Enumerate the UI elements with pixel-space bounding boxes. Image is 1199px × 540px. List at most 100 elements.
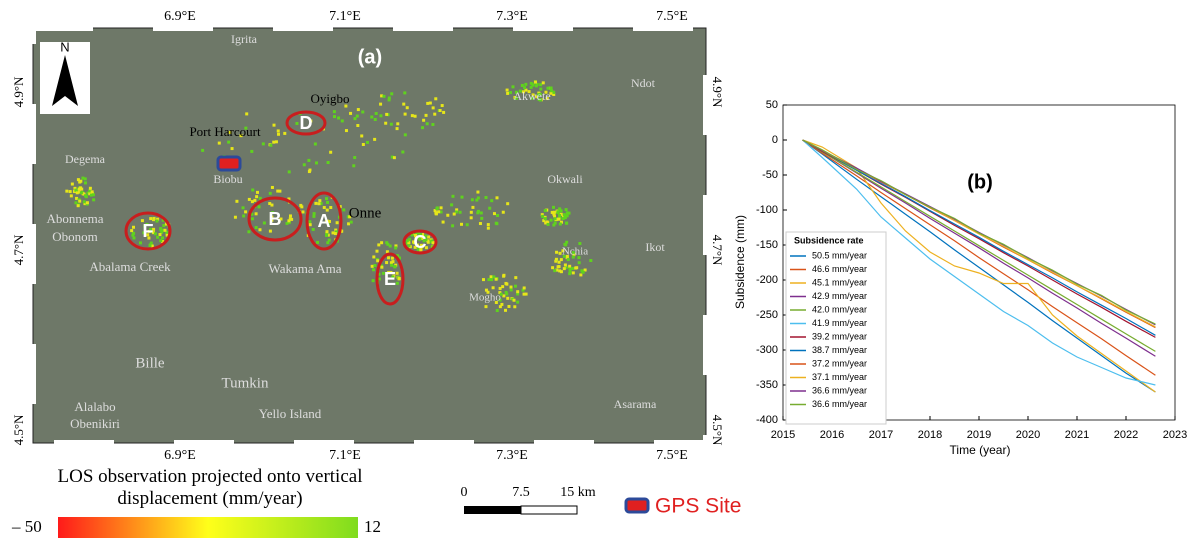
lon-label: 7.3°E (496, 448, 528, 463)
place-label: Port Harcourt (189, 124, 261, 139)
deformation-pixel (332, 231, 335, 234)
place-label: Obonom (52, 229, 98, 244)
deformation-pixel (484, 305, 487, 308)
deformation-pixel (234, 216, 237, 219)
deformation-pixel (277, 129, 280, 132)
deformation-pixel (256, 191, 259, 194)
legend-title: Subsidence rate (794, 235, 864, 245)
deformation-pixel (201, 149, 204, 152)
deformation-pixel (83, 200, 86, 203)
deformation-pixel (505, 283, 508, 286)
deformation-pixel (80, 191, 83, 194)
deformation-pixel (572, 271, 575, 274)
deformation-pixel (161, 236, 164, 239)
deformation-pixel (495, 222, 498, 225)
deformation-pixel (372, 279, 375, 282)
deformation-pixel (426, 122, 429, 125)
deformation-pixel (496, 309, 499, 312)
x-tick-label: 2019 (967, 429, 991, 441)
deformation-pixel (163, 229, 166, 232)
legend-label: 37.2 mm/year (812, 358, 867, 368)
chart-title: (b) (967, 171, 993, 193)
figure: N (a) – 50 12 0 7.5 15 km GPS Site (b) T… (0, 0, 1199, 540)
deformation-pixel (589, 259, 592, 262)
deformation-pixel (86, 201, 89, 204)
deformation-pixel (563, 215, 566, 218)
deformation-pixel (547, 223, 550, 226)
lat-label: 4.9°N (11, 76, 26, 107)
deformation-pixel (558, 261, 561, 264)
deformation-pixel (356, 124, 359, 127)
deformation-pixel (564, 263, 567, 266)
deformation-pixel (285, 222, 288, 225)
deformation-pixel (506, 297, 509, 300)
deformation-pixel (453, 213, 456, 216)
deformation-pixel (308, 170, 311, 173)
deformation-pixel (451, 195, 454, 198)
deformation-pixel (402, 103, 405, 106)
lon-label: 7.5°E (656, 448, 688, 463)
deformation-pixel (422, 119, 425, 122)
deformation-pixel (149, 244, 152, 247)
deformation-pixel (372, 255, 375, 258)
deformation-pixel (380, 266, 383, 269)
deformation-pixel (567, 258, 570, 261)
deformation-pixel (426, 102, 429, 105)
deformation-pixel (272, 141, 275, 144)
x-tick-label: 2022 (1114, 429, 1138, 441)
deformation-pixel (556, 210, 559, 213)
deformation-pixel (376, 250, 379, 253)
deformation-pixel (568, 265, 571, 268)
deformation-pixel (490, 199, 493, 202)
deformation-pixel (404, 113, 407, 116)
y-tick-label: -300 (756, 344, 778, 356)
scale-label: 15 km (560, 485, 596, 500)
deformation-pixel (366, 141, 369, 144)
deformation-pixel (450, 203, 453, 206)
y-tick-label: 50 (766, 99, 778, 111)
deformation-pixel (401, 150, 404, 153)
deformation-pixel (487, 278, 490, 281)
site-label: C (414, 232, 427, 252)
deformation-pixel (502, 274, 505, 277)
deformation-pixel (382, 95, 385, 98)
deformation-pixel (506, 202, 509, 205)
lat-label: 4.7°N (710, 235, 725, 266)
deformation-pixel (514, 276, 517, 279)
deformation-pixel (290, 218, 293, 221)
deformation-pixel (509, 91, 512, 94)
deformation-pixel (155, 220, 158, 223)
deformation-pixel (242, 214, 245, 217)
deformation-pixel (283, 132, 286, 135)
deformation-pixel (352, 164, 355, 167)
deformation-pixel (568, 268, 571, 271)
deformation-pixel (439, 109, 442, 112)
deformation-pixel (377, 243, 380, 246)
place-label: Ikot (645, 240, 665, 254)
deformation-pixel (398, 277, 401, 280)
deformation-pixel (91, 190, 94, 193)
deformation-pixel (558, 207, 561, 210)
site-label: D (300, 113, 313, 133)
y-tick-label: -250 (756, 309, 778, 321)
deformation-pixel (342, 208, 345, 211)
lon-label: 7.5°E (656, 9, 688, 24)
deformation-pixel (560, 258, 563, 261)
y-tick-label: -50 (762, 169, 778, 181)
deformation-pixel (336, 221, 339, 224)
deformation-pixel (476, 211, 479, 214)
legend-label: 42.0 mm/year (812, 304, 867, 314)
deformation-pixel (504, 309, 507, 312)
deformation-pixel (479, 222, 482, 225)
deformation-pixel (323, 206, 326, 209)
deformation-pixel (579, 273, 582, 276)
deformation-pixel (387, 256, 390, 259)
deformation-pixel (565, 222, 568, 225)
x-tick-label: 2015 (771, 429, 795, 441)
deformation-pixel (451, 224, 454, 227)
deformation-pixel (566, 211, 569, 214)
deformation-pixel (259, 197, 262, 200)
deformation-pixel (89, 187, 92, 190)
x-tick-label: 2017 (869, 429, 893, 441)
place-label: Degema (65, 152, 106, 166)
